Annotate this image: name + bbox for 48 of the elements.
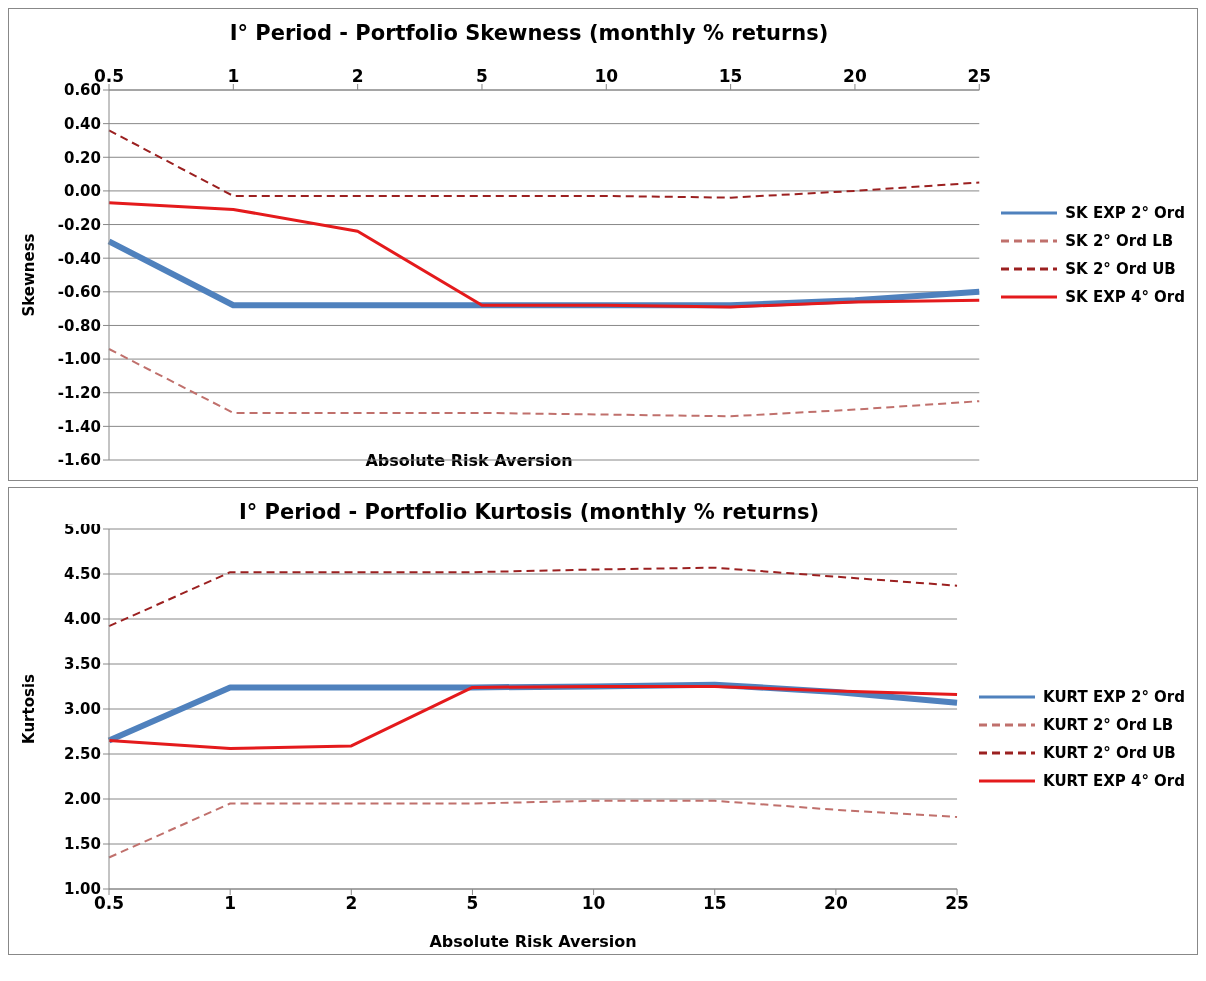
y-tick-label: -1.60 <box>57 451 101 470</box>
y-axis-title: Skewness <box>20 233 39 317</box>
x-tick-label: 20 <box>843 66 867 86</box>
legend-label: SK 2° Ord LB <box>1065 232 1174 250</box>
y-tick-label: -0.60 <box>57 283 101 302</box>
y-tick-label: 3.00 <box>63 700 101 719</box>
y-tick-label: -0.80 <box>57 316 101 335</box>
x-tick-label: 1 <box>227 66 240 86</box>
x-tick-label: 15 <box>718 66 743 86</box>
y-tick-label: 0.60 <box>63 81 101 100</box>
x-axis-title: Absolute Risk Aversion <box>365 451 573 470</box>
x-tick-label: 25 <box>945 893 969 914</box>
y-tick-label: 0.40 <box>63 114 101 133</box>
y-tick-label: -0.20 <box>57 215 101 234</box>
y-tick-label: 0.20 <box>63 148 101 167</box>
y-tick-label: 3.50 <box>63 655 101 674</box>
y-tick-label: 4.00 <box>63 610 101 629</box>
legend-label: SK EXP 4° Ord <box>1065 288 1185 306</box>
x-tick-label: 2 <box>345 893 358 914</box>
y-tick-label: -0.40 <box>57 249 101 268</box>
x-axis-title: Absolute Risk Aversion <box>429 932 637 951</box>
x-tick-label: 10 <box>581 893 606 914</box>
legend-label: KURT 2° Ord UB <box>1043 744 1176 762</box>
y-tick-label: -1.20 <box>57 384 101 403</box>
y-tick-label: 0.00 <box>63 182 101 201</box>
legend-label: KURT 2° Ord LB <box>1043 716 1174 734</box>
y-tick-label: 2.00 <box>63 790 101 809</box>
x-tick-label: 5 <box>466 893 479 914</box>
x-tick-label: 5 <box>476 66 488 86</box>
y-tick-label: 4.50 <box>63 565 101 584</box>
y-tick-label: 1.50 <box>63 835 101 854</box>
legend-label: SK EXP 2° Ord <box>1065 204 1185 222</box>
y-axis-title: Kurtosis <box>20 673 39 744</box>
y-tick-label: -1.00 <box>57 350 101 369</box>
legend-label: KURT EXP 4° Ord <box>1043 772 1185 790</box>
chart-title: I° Period - Portfolio Skewness (monthly % returns) <box>228 21 830 45</box>
chart-title: I° Period - Portfolio Kurtosis (monthly % returns) <box>238 500 820 524</box>
y-tick-label: 2.50 <box>63 745 101 764</box>
legend-label: KURT EXP 2° Ord <box>1043 688 1185 706</box>
x-tick-label: 15 <box>702 893 727 914</box>
x-tick-label: 1 <box>224 893 237 914</box>
x-tick-label: 25 <box>967 66 992 86</box>
x-tick-label: 20 <box>824 893 848 914</box>
x-tick-label: 2 <box>351 66 364 86</box>
y-tick-label: 5.00 <box>63 520 101 539</box>
x-tick-label: 10 <box>594 66 619 86</box>
y-tick-label: -1.40 <box>57 417 101 436</box>
legend-label: SK 2° Ord UB <box>1065 260 1176 278</box>
